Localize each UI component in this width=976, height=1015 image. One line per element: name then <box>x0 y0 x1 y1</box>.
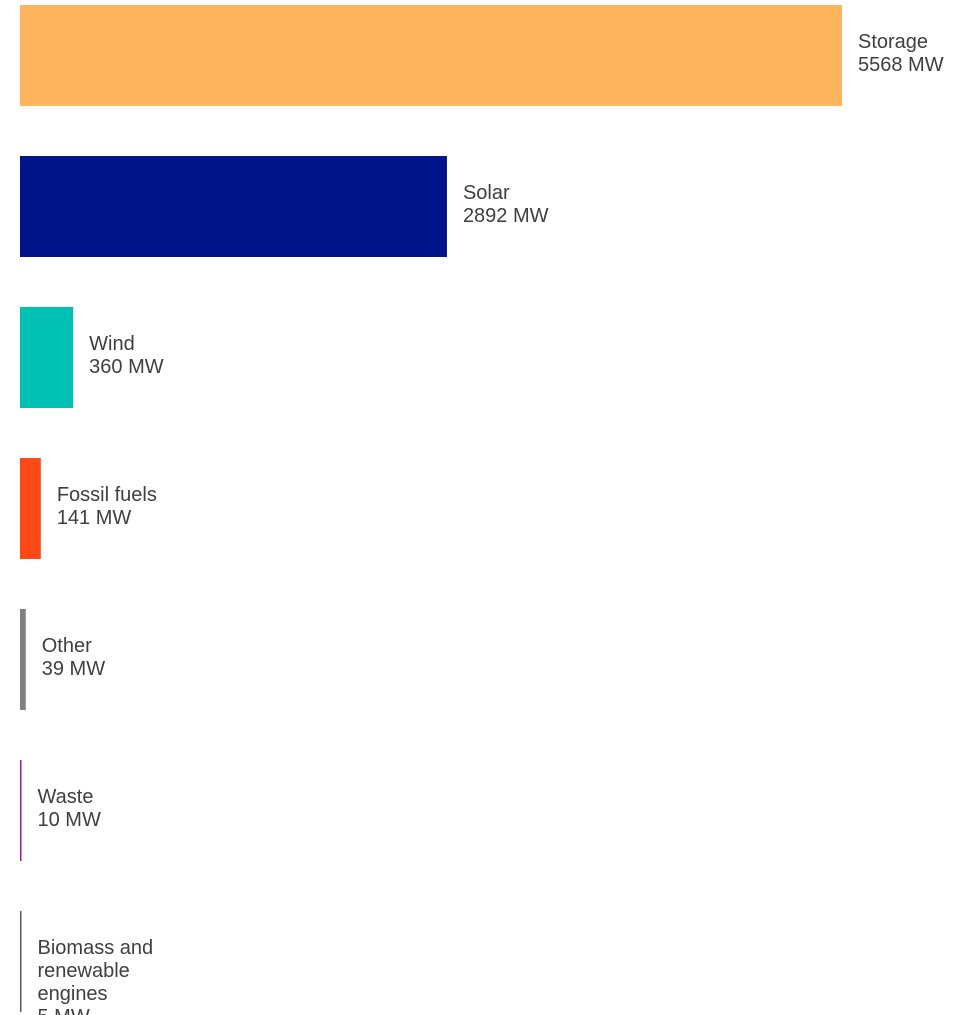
bar-label-wind: Wind 360 MW <box>89 333 164 378</box>
value-label: 360 MW <box>89 356 164 378</box>
bar-fossil-fuels <box>20 458 41 559</box>
bar-wind <box>20 307 74 408</box>
bar-storage <box>20 5 842 106</box>
category-label: Biomass and <box>38 937 154 959</box>
bar-solar <box>20 156 447 257</box>
category-label: Waste <box>38 786 94 808</box>
category-label: engines <box>38 983 108 1005</box>
bar-label-storage: Storage 5568 MW <box>858 31 944 76</box>
value-label: 10 MW <box>38 809 101 831</box>
value-label: 2892 MW <box>463 205 549 227</box>
category-label: Wind <box>89 333 135 355</box>
category-label: Storage <box>858 31 928 53</box>
category-label: renewable <box>38 960 130 982</box>
value-label: 39 MW <box>42 658 105 680</box>
value-label: 5568 MW <box>858 54 944 76</box>
category-label: Fossil fuels <box>57 484 157 506</box>
bar-other <box>20 609 26 710</box>
bar-biomass-and-renewable-engines <box>20 911 22 1012</box>
category-label: Other <box>42 635 92 657</box>
bar-waste <box>20 760 22 861</box>
value-label: 5 MW <box>38 1006 90 1015</box>
bar-label-waste: Waste 10 MW <box>38 786 101 831</box>
bar-label-biomass-and-renewable-engines: Biomass andrenewableengines5 MW <box>38 937 154 1015</box>
category-label: Solar <box>463 182 510 204</box>
value-label: 141 MW <box>57 507 132 529</box>
bar-label-solar: Solar 2892 MW <box>463 182 549 227</box>
bar-label-other: Other 39 MW <box>42 635 105 680</box>
bar-label-fossil-fuels: Fossil fuels 141 MW <box>57 484 157 529</box>
